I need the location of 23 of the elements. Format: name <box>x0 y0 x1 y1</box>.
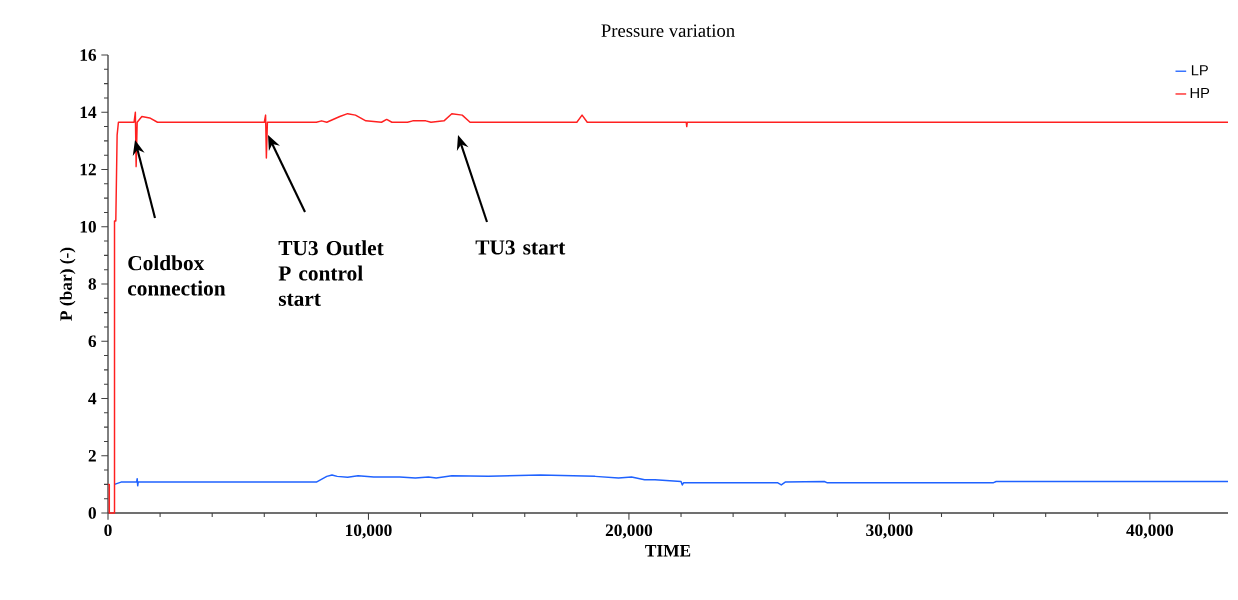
y-tick-label: 2 <box>88 450 96 462</box>
y-tick-label: 8 <box>88 278 97 290</box>
x-tick-label: 20,000 <box>605 524 653 539</box>
x-tick-label: 40,000 <box>1126 524 1174 539</box>
x-tick-label: 0 <box>104 524 112 537</box>
x-tick-label: 30,000 <box>866 524 913 539</box>
y-tick-label: 0 <box>88 507 96 519</box>
y-tick-label: 6 <box>88 335 97 348</box>
annotation: TU3 Outlet P control start <box>278 240 384 306</box>
legend-label: LP <box>1191 65 1208 76</box>
y-tick-label: 14 <box>80 106 97 118</box>
y-tick-label: 12 <box>80 163 96 176</box>
y-tick-label: 10 <box>80 220 96 233</box>
x-tick-label: 10,000 <box>346 524 392 539</box>
chart-title: Pressure variation <box>601 24 735 37</box>
annotation: Coldbox connection <box>128 255 226 296</box>
y-tick-label: 4 <box>88 392 97 405</box>
y-axis-title: P (bar) (-) <box>59 247 76 321</box>
legend-label: HP <box>1190 87 1210 99</box>
annotation: TU3 start <box>475 240 566 255</box>
x-axis-title: TIME <box>645 545 691 557</box>
y-tick-label: 16 <box>80 49 97 61</box>
line-series <box>113 474 1229 487</box>
